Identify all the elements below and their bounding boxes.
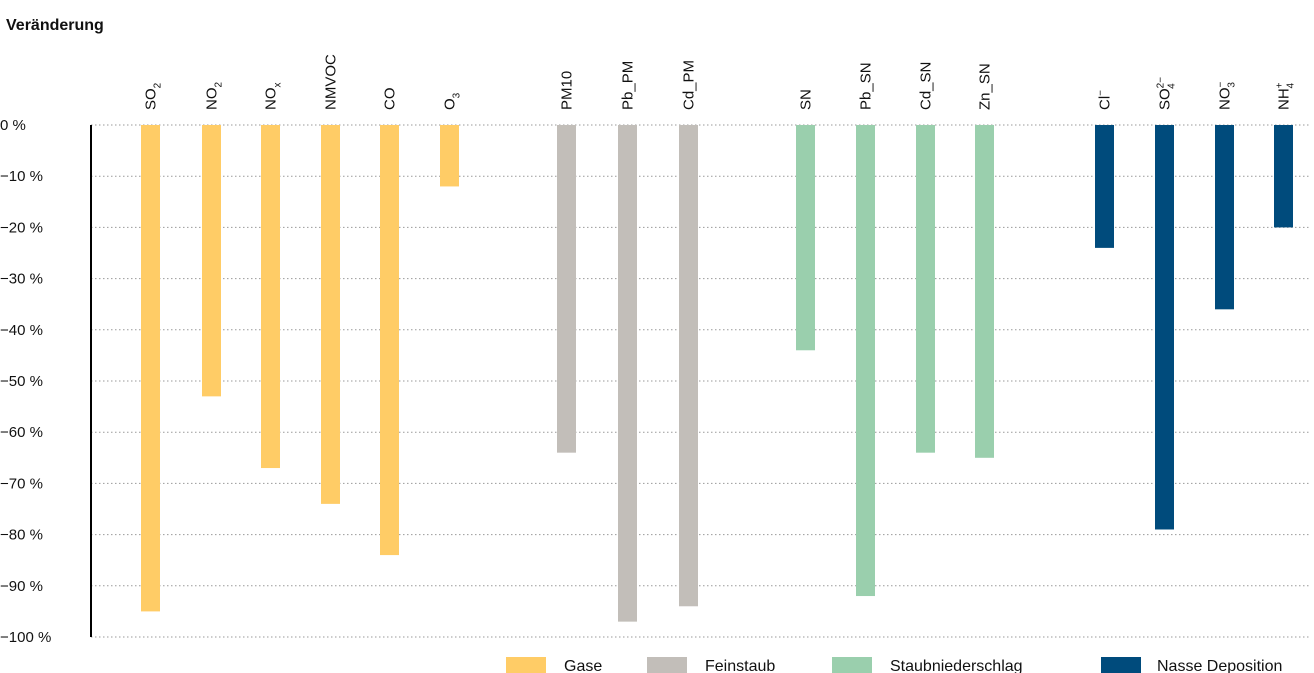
category-label: NH+4	[1275, 82, 1297, 110]
y-axis-title: Veränderung	[6, 17, 104, 34]
bar	[321, 125, 340, 504]
y-tick-label: −50 %	[0, 373, 43, 390]
bar	[440, 125, 459, 187]
category-label: Zn_SN	[977, 63, 994, 110]
bar	[916, 125, 935, 453]
category-label: Pb_PM	[620, 61, 637, 110]
bar	[1274, 125, 1293, 228]
legend-label: Feinstaub	[705, 658, 775, 673]
category-label: Cd_PM	[681, 60, 698, 110]
category-label: PM10	[559, 71, 576, 110]
legend-label: Gase	[564, 658, 602, 673]
legend-label: Staubniederschlag	[890, 658, 1023, 673]
bar	[856, 125, 875, 597]
bar	[1095, 125, 1114, 248]
grid-lines	[91, 124, 1310, 638]
category-labels: SO2 NO2 NOx NMVOC CO O3 PM10 Pb_PM Cd_PM SN Pb_SN C…	[143, 54, 1297, 110]
category-label: SO2−4	[1156, 77, 1178, 110]
y-tick-label: −40 %	[0, 322, 43, 339]
y-tick-label: −60 %	[0, 424, 43, 441]
y-tick-label: −30 %	[0, 271, 43, 288]
bar	[796, 125, 815, 351]
bar	[618, 125, 637, 622]
bar	[202, 125, 221, 397]
category-label: O3	[442, 92, 463, 110]
bar	[1215, 125, 1234, 310]
y-tick-label: −20 %	[0, 219, 43, 236]
bar	[679, 125, 698, 607]
legend-label: Nasse Deposition	[1157, 658, 1282, 673]
bar	[975, 125, 994, 458]
bar	[141, 125, 160, 612]
category-label: NOx	[263, 83, 284, 111]
y-tick-label: −90 %	[0, 578, 43, 595]
legend-swatch	[506, 657, 546, 673]
bar	[261, 125, 280, 469]
y-tick-label: −10 %	[0, 168, 43, 185]
category-label: NO−3	[1216, 82, 1238, 111]
category-label: SN	[798, 89, 815, 110]
y-tick-labels: 0 % −10 % −20 % −30 % −40 % −50 % −60 % −70 % −8…	[0, 117, 51, 646]
category-label: Cl−	[1096, 90, 1114, 110]
y-tick-label: 0 %	[0, 117, 26, 134]
legend-swatch	[832, 657, 872, 673]
category-label: SO2	[143, 82, 164, 110]
category-label: Cd_SN	[918, 62, 935, 110]
y-tick-label: −80 %	[0, 527, 43, 544]
bar	[1155, 125, 1174, 530]
bars	[141, 125, 1293, 622]
y-tick-label: −70 %	[0, 475, 43, 492]
category-label: CO	[382, 88, 399, 111]
bar	[380, 125, 399, 556]
y-tick-label: −100 %	[0, 629, 51, 646]
category-label: NO2	[204, 82, 225, 111]
legend: Gase Feinstaub Staubniederschlag Nasse Depo…	[506, 657, 1282, 673]
legend-swatch	[647, 657, 687, 673]
category-label: Pb_SN	[858, 62, 875, 110]
bar	[557, 125, 576, 453]
legend-swatch	[1101, 657, 1141, 673]
category-label: NMVOC	[323, 54, 340, 110]
